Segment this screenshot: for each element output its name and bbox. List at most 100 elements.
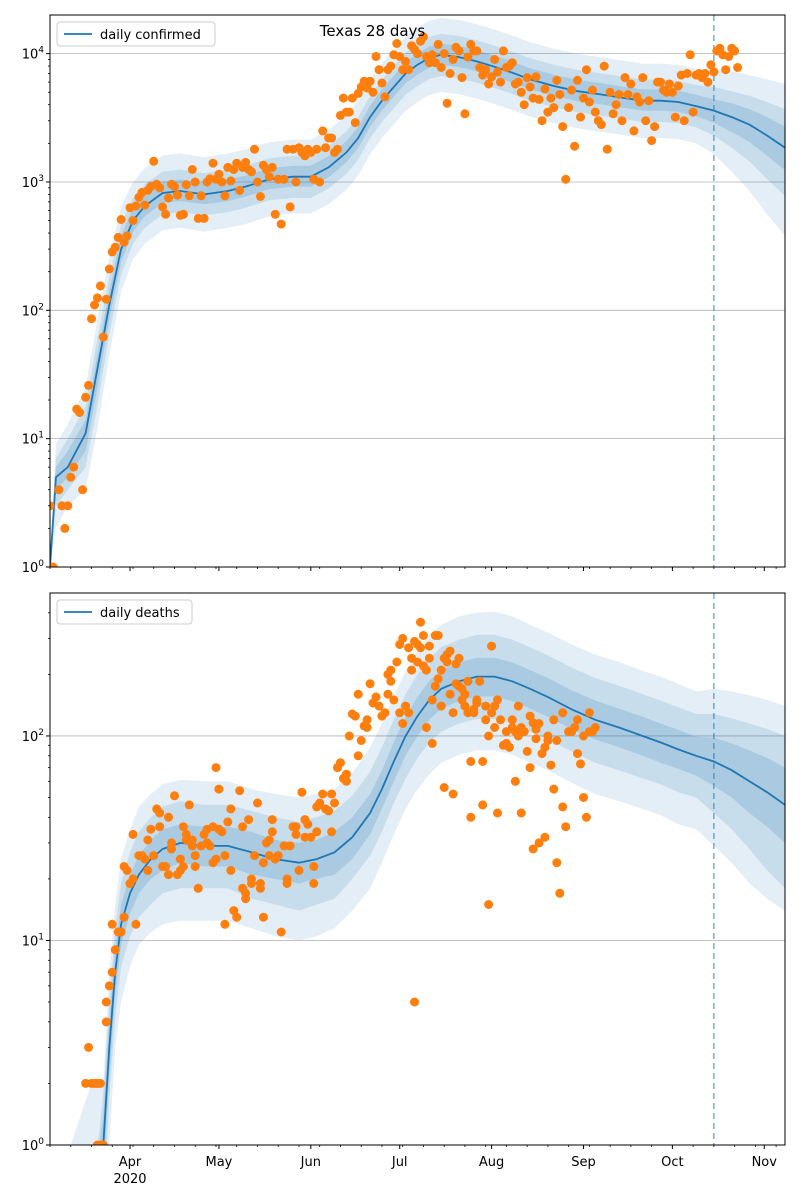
observed-point [119, 912, 129, 922]
observed-point [211, 763, 221, 773]
observed-point [552, 75, 562, 85]
observed-point [92, 293, 102, 303]
observed-point [540, 832, 550, 842]
observed-point [490, 723, 500, 732]
observed-point [140, 854, 150, 864]
observed-point [338, 93, 348, 103]
observed-point [116, 927, 126, 937]
observed-point [389, 695, 399, 705]
observed-point [442, 657, 452, 667]
observed-point [98, 332, 108, 342]
observed-point [573, 75, 582, 85]
observed-point [235, 185, 245, 195]
observed-point [122, 231, 132, 241]
observed-point [629, 126, 639, 136]
observed-point [294, 865, 304, 875]
observed-point [181, 180, 191, 190]
observed-point [549, 784, 559, 794]
observed-point [448, 789, 458, 799]
observed-point [107, 967, 117, 977]
observed-point [404, 65, 414, 75]
observed-point [460, 109, 470, 119]
observed-point [143, 835, 153, 845]
observed-point [178, 822, 188, 832]
observed-point [226, 865, 236, 875]
observed-point [66, 472, 76, 482]
observed-point [327, 133, 337, 143]
observed-point [312, 827, 322, 837]
observed-point [205, 841, 215, 851]
observed-point [211, 854, 221, 864]
observed-point [285, 202, 295, 212]
observed-point [362, 715, 372, 725]
observed-point [534, 94, 544, 104]
observed-point [383, 689, 393, 699]
observed-point [226, 176, 236, 186]
observed-point [371, 692, 381, 702]
observed-point [573, 749, 582, 759]
observed-point [238, 822, 248, 832]
observed-point [401, 56, 411, 66]
observed-point [709, 67, 719, 77]
observed-point [558, 122, 568, 132]
legend-box [56, 21, 216, 47]
observed-point [656, 77, 665, 87]
observed-point [315, 798, 325, 808]
observed-point [344, 731, 354, 741]
observed-point [258, 912, 268, 922]
observed-point [330, 798, 339, 808]
observed-point [644, 96, 654, 106]
observed-point [730, 46, 740, 56]
observed-point [193, 883, 203, 893]
observed-point [350, 711, 360, 721]
observed-point [484, 900, 494, 909]
observed-point [445, 646, 455, 656]
observed-point [531, 72, 541, 82]
credible-band-middle [97, 634, 785, 1145]
observed-point [75, 408, 85, 417]
observed-point [626, 79, 636, 89]
observed-point [309, 879, 319, 888]
observed-point [424, 641, 434, 651]
observed-point [350, 118, 360, 128]
median-line [50, 53, 785, 567]
observed-point [552, 736, 562, 745]
observed-point [282, 874, 292, 884]
observed-point [309, 862, 319, 871]
observed-point [457, 73, 467, 83]
y-tick-label: 103 [22, 174, 44, 191]
observed-point [374, 701, 384, 711]
observed-point [116, 215, 126, 224]
observed-point [365, 679, 375, 689]
observed-point [469, 708, 479, 718]
observed-point [427, 50, 437, 60]
credible-band-middle [50, 33, 785, 567]
confirmed-panel: 100 101 102 103 104 Texas 28 days daily confir… [22, 14, 786, 576]
observed-point [184, 191, 194, 201]
observed-point [178, 209, 188, 219]
observed-point [513, 701, 523, 711]
observed-point [344, 107, 354, 117]
observed-point [472, 46, 482, 56]
observed-point [101, 997, 111, 1007]
observed-point [576, 112, 585, 122]
observed-point [454, 653, 464, 663]
observed-point [549, 715, 559, 725]
observed-point [481, 701, 491, 711]
observed-point [522, 73, 532, 83]
observed-point [270, 209, 280, 219]
observed-point [235, 786, 245, 796]
observed-point [184, 800, 194, 810]
observed-point [87, 314, 96, 324]
observed-point [570, 141, 580, 151]
observed-point [63, 501, 73, 511]
observed-point [365, 76, 375, 86]
observed-point [250, 144, 259, 154]
observed-point [611, 100, 621, 110]
observed-point [531, 734, 541, 744]
observed-point [682, 69, 692, 78]
observed-point [667, 87, 677, 97]
observed-point [493, 67, 502, 77]
credible-band-outer [70, 611, 785, 1145]
observed-point [584, 708, 594, 718]
